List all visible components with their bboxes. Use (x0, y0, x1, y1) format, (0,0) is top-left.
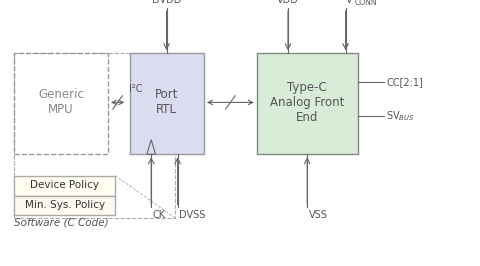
Text: DVDD: DVDD (152, 0, 181, 5)
Text: SV$_{BUS}$: SV$_{BUS}$ (386, 109, 415, 123)
Text: Software (C Code): Software (C Code) (14, 217, 109, 227)
Text: Min. Sys. Policy: Min. Sys. Policy (25, 200, 105, 210)
Text: CK: CK (153, 210, 166, 220)
Text: CONN: CONN (354, 0, 377, 7)
Text: I²C: I²C (129, 84, 142, 94)
Text: Type-C
Analog Front
End: Type-C Analog Front End (270, 81, 344, 124)
Text: Port
RTL: Port RTL (155, 88, 178, 117)
Text: VDD: VDD (277, 0, 299, 5)
Text: Device Policy: Device Policy (30, 180, 99, 190)
FancyBboxPatch shape (14, 196, 115, 215)
FancyBboxPatch shape (130, 53, 204, 154)
Text: VSS: VSS (309, 210, 327, 220)
Text: Generic
MPU: Generic MPU (38, 88, 84, 117)
Text: V: V (346, 0, 352, 5)
Text: DVSS: DVSS (179, 210, 205, 220)
Text: CC[2:1]: CC[2:1] (386, 77, 423, 88)
FancyBboxPatch shape (257, 53, 358, 154)
FancyBboxPatch shape (14, 176, 115, 196)
